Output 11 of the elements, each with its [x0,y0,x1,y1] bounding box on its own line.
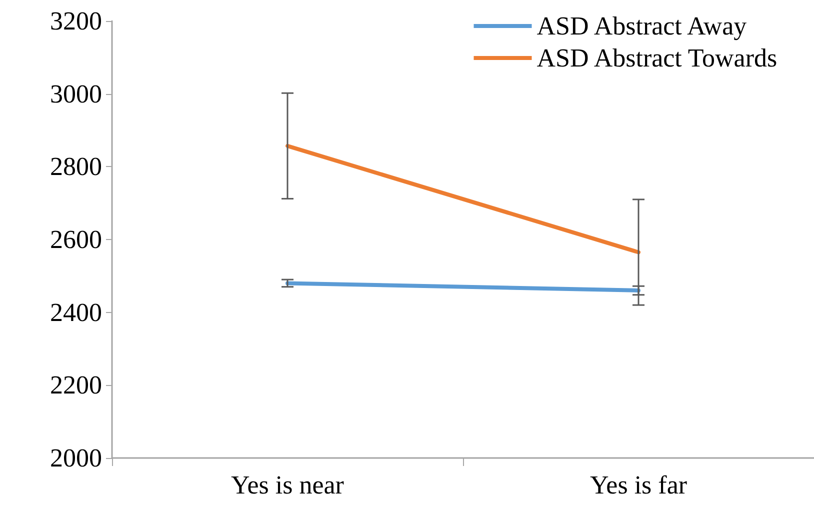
y-tick-label: 3200 [50,6,102,36]
y-tick-label: 2400 [50,298,102,327]
legend-label: ASD Abstract Away [536,12,747,40]
x-tick-label: Yes is near [231,470,344,500]
y-tick-label: 2200 [50,370,102,400]
y-tick-label: 2800 [50,152,102,182]
y-tick-label: 2000 [50,444,102,472]
x-tick-label: Yes is far [590,470,688,500]
y-tick-label: 2600 [50,225,102,254]
y-tick-label: 3000 [50,79,102,108]
legend-label: ASD Abstract Towards [536,44,778,72]
